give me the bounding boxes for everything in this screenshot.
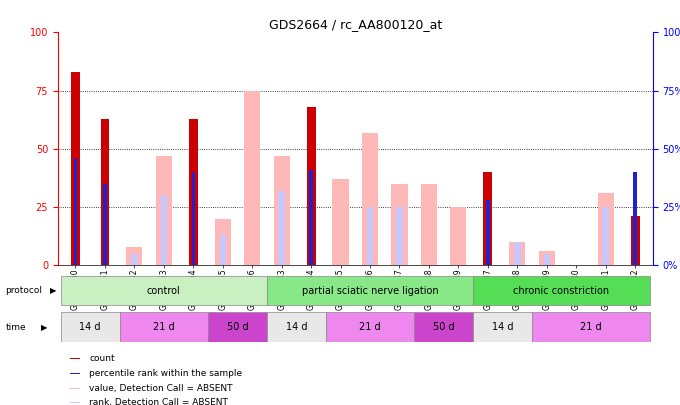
Text: partial sciatic nerve ligation: partial sciatic nerve ligation bbox=[302, 286, 439, 296]
Bar bbox=[70, 358, 80, 359]
Bar bbox=[309, 170, 313, 265]
Bar bbox=[392, 184, 407, 265]
Bar bbox=[192, 172, 195, 265]
Bar bbox=[509, 242, 526, 265]
Bar bbox=[421, 184, 437, 265]
Bar bbox=[543, 254, 550, 265]
Text: time: time bbox=[5, 323, 26, 332]
Text: 50 d: 50 d bbox=[433, 322, 454, 332]
Bar bbox=[73, 158, 78, 265]
Bar bbox=[514, 242, 521, 265]
Title: GDS2664 / rc_AA800120_at: GDS2664 / rc_AA800120_at bbox=[269, 18, 442, 31]
Bar bbox=[61, 276, 267, 305]
Bar bbox=[61, 313, 120, 342]
Bar bbox=[632, 235, 639, 265]
Bar bbox=[473, 276, 650, 305]
Text: count: count bbox=[89, 354, 115, 363]
Text: control: control bbox=[147, 286, 181, 296]
Bar bbox=[450, 207, 466, 265]
Bar bbox=[267, 276, 473, 305]
Text: 14 d: 14 d bbox=[80, 322, 101, 332]
Bar bbox=[70, 373, 80, 374]
Bar bbox=[273, 156, 290, 265]
Bar bbox=[396, 207, 403, 265]
Text: 21 d: 21 d bbox=[359, 322, 381, 332]
Bar bbox=[631, 216, 640, 265]
Text: 21 d: 21 d bbox=[153, 322, 175, 332]
Bar bbox=[126, 247, 143, 265]
Bar bbox=[70, 402, 80, 403]
Bar bbox=[189, 119, 198, 265]
Text: ▶: ▶ bbox=[41, 323, 48, 332]
Bar bbox=[539, 251, 555, 265]
Bar bbox=[414, 313, 473, 342]
Bar bbox=[131, 254, 137, 265]
Bar bbox=[120, 313, 208, 342]
Text: 21 d: 21 d bbox=[580, 322, 602, 332]
Bar bbox=[244, 91, 260, 265]
Text: chronic constriction: chronic constriction bbox=[513, 286, 609, 296]
Bar bbox=[220, 235, 226, 265]
Bar bbox=[473, 313, 532, 342]
Bar bbox=[333, 179, 349, 265]
Text: rank, Detection Call = ABSENT: rank, Detection Call = ABSENT bbox=[89, 398, 228, 405]
Text: ▶: ▶ bbox=[50, 286, 56, 295]
Bar bbox=[156, 156, 172, 265]
Bar bbox=[602, 207, 609, 265]
Text: 50 d: 50 d bbox=[226, 322, 248, 332]
Bar bbox=[486, 200, 490, 265]
Text: percentile rank within the sample: percentile rank within the sample bbox=[89, 369, 243, 378]
Text: 14 d: 14 d bbox=[286, 322, 307, 332]
Bar bbox=[633, 172, 637, 265]
Bar bbox=[71, 72, 80, 265]
Bar bbox=[362, 132, 378, 265]
Bar bbox=[532, 313, 650, 342]
Bar bbox=[483, 172, 492, 265]
Bar bbox=[267, 313, 326, 342]
Bar bbox=[208, 313, 267, 342]
Bar bbox=[307, 107, 316, 265]
Bar bbox=[215, 219, 231, 265]
Text: protocol: protocol bbox=[5, 286, 42, 295]
Bar bbox=[367, 207, 373, 265]
Bar bbox=[101, 119, 109, 265]
Bar bbox=[160, 196, 167, 265]
Bar bbox=[103, 184, 107, 265]
Text: value, Detection Call = ABSENT: value, Detection Call = ABSENT bbox=[89, 384, 233, 392]
Bar bbox=[326, 313, 414, 342]
Bar bbox=[278, 191, 285, 265]
Text: 14 d: 14 d bbox=[492, 322, 513, 332]
Bar bbox=[598, 193, 614, 265]
